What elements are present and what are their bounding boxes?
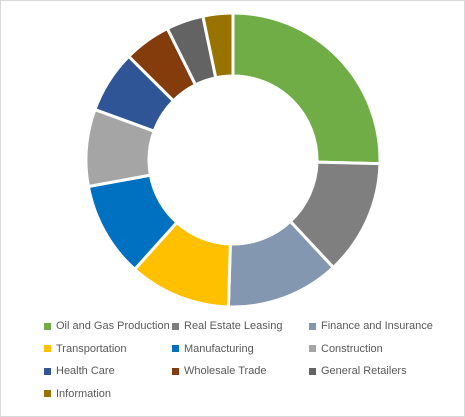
legend-item: Manufacturing: [172, 343, 254, 355]
legend-item: Finance and Insurance: [309, 320, 433, 332]
legend-label: Transportation: [56, 342, 127, 355]
legend-item: Construction: [309, 343, 383, 355]
legend-label: Finance and Insurance: [321, 320, 433, 332]
legend-label: Construction: [321, 342, 383, 355]
legend-label: Information: [56, 387, 112, 400]
legend-label: Wholesale Trade: [184, 365, 267, 377]
legend-swatch: [172, 367, 179, 375]
legend-label: Health Care: [56, 365, 115, 377]
legend-swatch: [44, 322, 51, 330]
legend-swatch: [44, 345, 51, 352]
legend-item: Wholesale Trade: [172, 365, 267, 377]
legend-swatch: [309, 367, 316, 375]
legend-swatch: [172, 322, 179, 330]
legend-label: Real Estate Leasing: [184, 320, 283, 332]
legend-swatch: [44, 390, 51, 397]
legend-item: General Retailers: [309, 365, 407, 377]
legend-item: Oil and Gas Production: [44, 320, 170, 332]
legend-item: Health Care: [44, 365, 115, 377]
legend-swatch: [309, 345, 316, 352]
donut-slice-oil-and-gas-production: [231, 11, 382, 166]
donut-slice-information: [201, 11, 235, 80]
legend-swatch: [44, 367, 51, 375]
legend-label: Oil and Gas Production: [56, 320, 170, 332]
legend-label: General Retailers: [321, 365, 407, 377]
legend-item: Information: [44, 388, 111, 400]
legend-item: Transportation: [44, 343, 127, 355]
legend-swatch: [309, 322, 316, 330]
legend-swatch: [172, 345, 179, 352]
legend-label: Manufacturing: [184, 342, 254, 355]
donut-slices: [84, 11, 382, 309]
legend-item: Real Estate Leasing: [172, 320, 282, 332]
